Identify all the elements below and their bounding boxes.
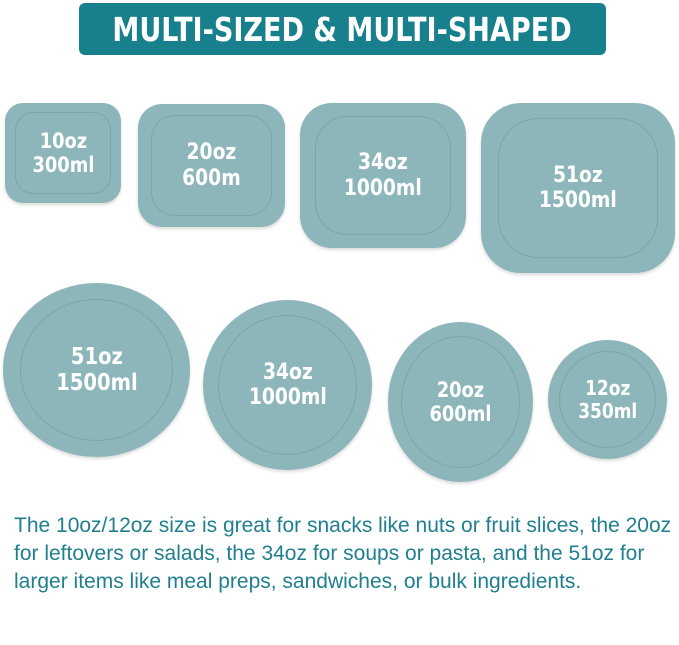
square-lid-20oz: 20oz 600m xyxy=(138,104,285,227)
square-lid-51oz: 51oz 1500ml xyxy=(481,103,675,273)
lid-ml: 1500ml xyxy=(539,188,617,213)
title-text: MULTI-SIZED & MULTI-SHAPED xyxy=(112,9,573,49)
round-lid-12oz: 12oz 350ml xyxy=(548,340,667,459)
lid-ml: 350ml xyxy=(577,398,638,423)
lid-oz: 20oz xyxy=(436,377,485,402)
square-lid-10oz: 10oz 300ml xyxy=(5,103,121,203)
lid-ml: 300ml xyxy=(32,153,94,177)
lid-ml: 600m xyxy=(182,165,241,191)
round-lid-51oz: 51oz 1500ml xyxy=(3,283,190,457)
lid-oz: 20oz xyxy=(186,140,237,166)
description-text: The 10oz/12oz size is great for snacks l… xyxy=(14,514,672,593)
lid-ml: 1000ml xyxy=(248,385,327,410)
lid-oz: 34oz xyxy=(262,359,313,385)
lid-oz: 51oz xyxy=(553,162,603,188)
square-lid-34oz: 34oz 1000ml xyxy=(300,103,466,248)
lid-oz: 34oz xyxy=(358,150,408,176)
lid-oz: 51oz xyxy=(70,343,123,370)
round-lid-20oz: 20oz 600ml xyxy=(388,322,533,482)
title-banner: MULTI-SIZED & MULTI-SHAPED xyxy=(79,3,606,55)
lid-oz: 10oz xyxy=(39,128,87,153)
lid-ml: 1000ml xyxy=(344,175,422,201)
round-lid-34oz: 34oz 1000ml xyxy=(203,300,372,470)
lid-ml: 1500ml xyxy=(55,370,138,396)
lid-ml: 600ml xyxy=(429,402,492,426)
lid-oz: 12oz xyxy=(584,375,631,400)
